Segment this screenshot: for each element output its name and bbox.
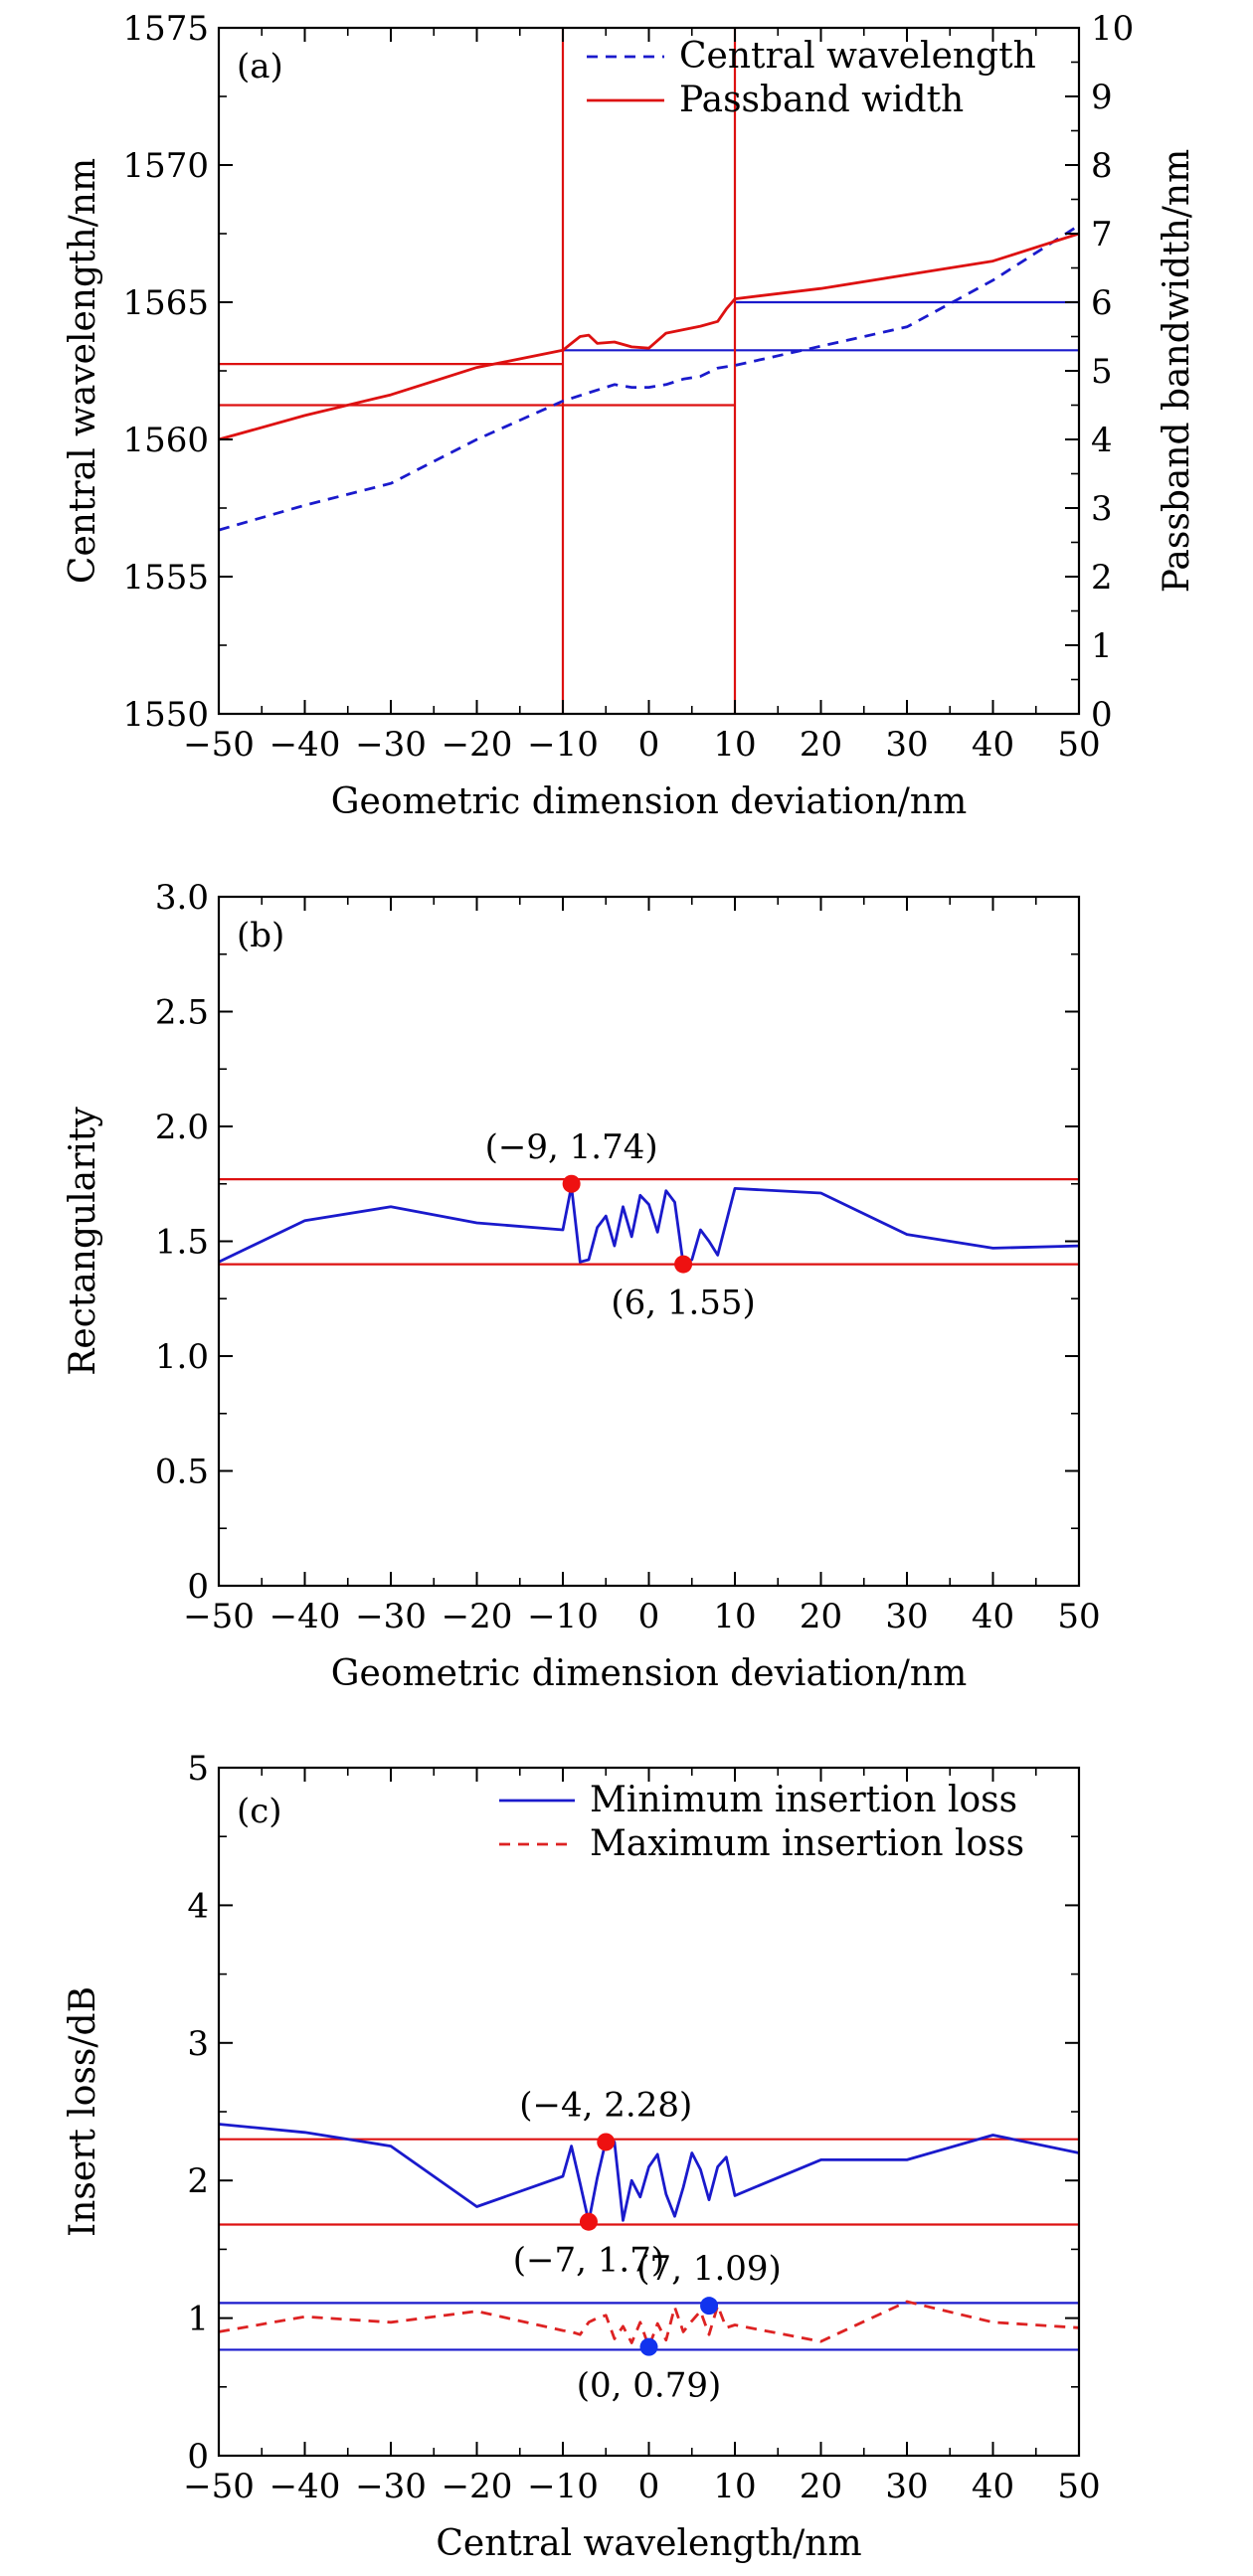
- y2-tick-label-1: 1: [1091, 626, 1113, 666]
- x-tick-label-9: 40: [972, 2467, 1014, 2506]
- x-axis-title: Central wavelength/nm: [436, 2523, 861, 2564]
- y-tick-label-3: 1565: [122, 283, 209, 323]
- y-tick-label-2: 1.0: [155, 1337, 209, 1377]
- x-tick-label-0: −50: [183, 2467, 255, 2506]
- y2-tick-label-7: 7: [1091, 215, 1113, 255]
- x-tick-label-2: −30: [355, 725, 427, 765]
- x-tick-label-8: 30: [885, 725, 928, 765]
- y-tick-label-5: 5: [187, 1749, 209, 1789]
- marker-label-2: (7, 1.09): [636, 2249, 781, 2289]
- y-tick-label-2: 2: [187, 2161, 209, 2201]
- panel-label: (c): [237, 1792, 282, 1831]
- x-tick-label-0: −50: [183, 1597, 255, 1636]
- series-line-1: [218, 232, 1080, 441]
- x-tick-label-2: −30: [355, 2467, 427, 2506]
- x-tick-label-5: 0: [638, 1597, 660, 1636]
- y-tick-label-0: 0: [187, 1567, 209, 1607]
- marker-label-0: (−9, 1.74): [485, 1127, 658, 1167]
- x-tick-label-10: 50: [1057, 725, 1100, 765]
- chart-panel-c: (−4, 2.28) (−7, 1.7)(7, 1.09) (0, 0.79) −50…: [63, 1749, 1101, 2564]
- x-tick-label-1: −40: [269, 1597, 341, 1636]
- series-line-0: [218, 1184, 1080, 1266]
- y2-tick-label-3: 3: [1091, 489, 1113, 529]
- y2-axis-title: Passband bandwidth/nm: [1157, 149, 1197, 593]
- panel-label: (b): [237, 916, 284, 955]
- x-tick-label-8: 30: [885, 1597, 928, 1636]
- series-line-1: [218, 2300, 1080, 2349]
- data-marker-3: [639, 2337, 658, 2356]
- x-tick-label-6: 10: [713, 1597, 756, 1636]
- legend-entry-1: Maximum insertion loss: [590, 1823, 1024, 1864]
- y-tick-label-5: 2.5: [155, 993, 209, 1033]
- y-tick-label-3: 1.5: [155, 1223, 209, 1263]
- x-tick-label-7: 20: [800, 2467, 842, 2506]
- x-tick-label-5: 0: [638, 2467, 660, 2506]
- series-line-0: [218, 224, 1080, 532]
- panel-label: (a): [237, 47, 283, 86]
- plot-frame: [217, 26, 1081, 716]
- marker-label-1: (6, 1.55): [611, 1284, 755, 1323]
- x-tick-label-6: 10: [713, 2467, 756, 2506]
- data-marker-1: [674, 1255, 693, 1274]
- x-tick-label-7: 20: [800, 1597, 842, 1636]
- x-tick-label-0: −50: [183, 725, 255, 765]
- x-tick-label-7: 20: [800, 725, 842, 765]
- x-axis-title: Geometric dimension deviation/nm: [331, 1653, 967, 1694]
- x-tick-label-1: −40: [269, 725, 341, 765]
- y2-tick-label-5: 5: [1091, 352, 1113, 392]
- y-axis-title: Insert loss/dB: [63, 1986, 103, 2237]
- y-tick-label-6: 3.0: [155, 878, 209, 918]
- marker-label-3: (0, 0.79): [577, 2366, 721, 2406]
- marker-label-0: (−4, 2.28): [519, 2085, 692, 2125]
- x-tick-label-10: 50: [1057, 2467, 1100, 2506]
- y-tick-label-0: 0: [187, 2437, 209, 2477]
- x-tick-label-4: −10: [527, 725, 599, 765]
- y-tick-label-4: 2.0: [155, 1108, 209, 1147]
- y2-tick-label-8: 8: [1091, 146, 1113, 186]
- y2-tick-label-6: 6: [1091, 283, 1113, 323]
- y-tick-label-1: 1: [187, 2300, 209, 2339]
- y-tick-label-4: 4: [187, 1886, 209, 1926]
- y-axis-title: Rectangularity: [63, 1107, 103, 1376]
- x-tick-label-3: −20: [442, 725, 513, 765]
- x-axis-title: Geometric dimension deviation/nm: [331, 781, 967, 822]
- x-tick-label-5: 0: [638, 725, 660, 765]
- legend-entry-0: Minimum insertion loss: [590, 1780, 1017, 1820]
- y-tick-label-0: 1550: [122, 695, 209, 735]
- data-marker-1: [579, 2212, 598, 2231]
- y2-tick-label-2: 2: [1091, 558, 1113, 598]
- data-marker-0: [562, 1174, 581, 1193]
- data-marker-2: [700, 2297, 719, 2316]
- y-tick-label-2: 1560: [122, 421, 209, 460]
- y2-tick-label-0: 0: [1091, 695, 1113, 735]
- x-tick-label-8: 30: [885, 2467, 928, 2506]
- y2-tick-label-9: 9: [1091, 78, 1113, 117]
- y-tick-label-3: 3: [187, 2024, 209, 2064]
- y-axis-title: Central wavelength/nm: [63, 158, 103, 584]
- data-marker-0: [597, 2133, 616, 2151]
- y-tick-label-4: 1570: [122, 146, 209, 186]
- chart-panel-a: −50 −40 −30 −20 −10 0 10 20 30 40 5015501555156015…: [63, 9, 1197, 822]
- x-tick-label-9: 40: [972, 725, 1014, 765]
- y-tick-label-1: 0.5: [155, 1453, 209, 1492]
- legend-entry-0: Central wavelength: [679, 36, 1036, 77]
- marker-label-1: (−7, 1.7): [513, 2241, 664, 2281]
- y2-tick-label-4: 4: [1091, 421, 1113, 460]
- x-tick-label-4: −10: [527, 2467, 599, 2506]
- y-tick-label-1: 1555: [122, 558, 209, 598]
- x-tick-label-4: −10: [527, 1597, 599, 1636]
- legend-entry-1: Passband width: [679, 80, 964, 120]
- x-tick-label-1: −40: [269, 2467, 341, 2506]
- y2-tick-label-10: 10: [1091, 9, 1134, 49]
- x-tick-label-2: −30: [355, 1597, 427, 1636]
- x-tick-label-3: −20: [442, 2467, 513, 2506]
- series-line-0: [218, 2123, 1080, 2224]
- x-tick-label-3: −20: [442, 1597, 513, 1636]
- x-tick-label-10: 50: [1057, 1597, 1100, 1636]
- x-tick-label-9: 40: [972, 1597, 1014, 1636]
- y-tick-label-5: 1575: [122, 9, 209, 49]
- x-tick-label-6: 10: [713, 725, 756, 765]
- chart-panel-b: (−9, 1.74) (6, 1.55) −50 −40 −30 −20 −10 0 10 20 3…: [63, 878, 1101, 1694]
